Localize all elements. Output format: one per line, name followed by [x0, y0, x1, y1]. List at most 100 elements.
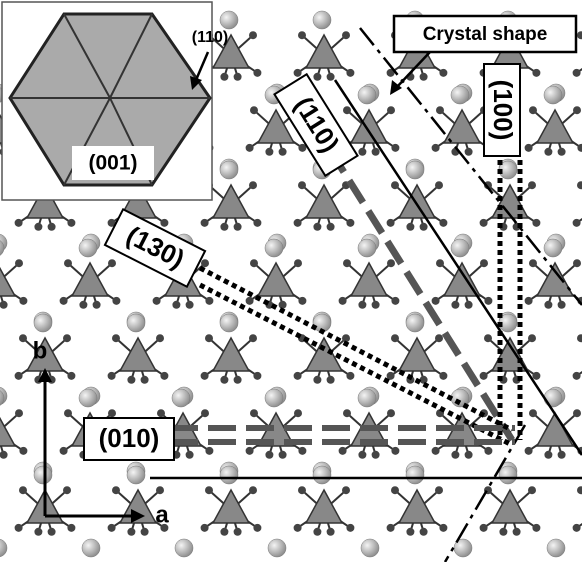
atom [406, 528, 414, 536]
atom [387, 524, 395, 532]
triangle [213, 185, 249, 218]
atom [156, 334, 164, 342]
atom [201, 259, 209, 267]
atom [577, 486, 582, 494]
atom [484, 297, 492, 305]
atom [298, 486, 306, 494]
atom [15, 524, 23, 532]
atom [141, 376, 149, 384]
atom [60, 297, 68, 305]
atom [529, 259, 537, 267]
atom [432, 447, 440, 455]
sphere [220, 466, 238, 484]
sphere [268, 539, 286, 557]
sphere [544, 389, 562, 407]
atom [573, 524, 581, 532]
atom [573, 106, 581, 114]
sphere [79, 239, 97, 257]
sphere [220, 314, 238, 332]
atom [573, 259, 581, 267]
face-100-label: (100) [488, 80, 518, 141]
atom [0, 451, 8, 459]
triangle [213, 490, 249, 523]
atom [435, 181, 443, 189]
atom [246, 144, 254, 152]
atom [372, 451, 380, 459]
sphere [358, 389, 376, 407]
atom [372, 301, 380, 309]
atom [19, 297, 27, 305]
atom [67, 219, 75, 227]
atom [112, 334, 120, 342]
sphere [0, 539, 7, 557]
atom [160, 219, 168, 227]
atom [48, 223, 56, 231]
atom [249, 486, 257, 494]
atom [234, 528, 242, 536]
atom [327, 528, 335, 536]
atom [15, 372, 23, 380]
inset: (001) (110) [2, 2, 228, 200]
atom [127, 528, 135, 536]
atom [160, 372, 168, 380]
sphere [406, 161, 424, 179]
triangle [258, 263, 294, 296]
triangle [537, 263, 573, 296]
sphere [358, 86, 376, 104]
atom [544, 148, 552, 156]
atom [372, 148, 380, 156]
atom [528, 334, 536, 342]
atom [220, 73, 228, 81]
atom [439, 69, 447, 77]
atom [253, 372, 261, 380]
atom [327, 73, 335, 81]
atom [64, 259, 72, 267]
sphere [172, 389, 190, 407]
triangle [351, 263, 387, 296]
atom [339, 297, 347, 305]
triangle [213, 338, 249, 371]
atom [432, 297, 440, 305]
atom [234, 73, 242, 81]
atom [346, 372, 354, 380]
atom [420, 376, 428, 384]
sphere [313, 11, 331, 29]
atom [342, 31, 350, 39]
atom [153, 297, 161, 305]
atom [480, 524, 488, 532]
atom [67, 524, 75, 532]
atom [528, 486, 536, 494]
sphere [220, 161, 238, 179]
atom [205, 297, 213, 305]
atom [346, 524, 354, 532]
atom [60, 447, 68, 455]
atom [108, 409, 116, 417]
atom [532, 69, 540, 77]
triangle [306, 490, 342, 523]
figure: Crystal shape (110) (100) (130) (010) b … [0, 0, 582, 562]
atom [532, 219, 540, 227]
atom [294, 69, 302, 77]
atom [532, 372, 540, 380]
atom [246, 447, 254, 455]
inset-110-label: (110) [192, 29, 228, 46]
atom [391, 144, 399, 152]
atom [249, 31, 257, 39]
atom [279, 148, 287, 156]
atom [343, 106, 351, 114]
atom [358, 451, 366, 459]
atom [432, 144, 440, 152]
atom [391, 334, 399, 342]
triangle [537, 110, 573, 143]
sphere [313, 466, 331, 484]
atom [201, 524, 209, 532]
atom [391, 181, 399, 189]
atom [465, 451, 473, 459]
atom [313, 223, 321, 231]
atom [573, 219, 581, 227]
atom [156, 486, 164, 494]
atom [435, 334, 443, 342]
atom [112, 486, 120, 494]
atom [529, 106, 537, 114]
atom [327, 223, 335, 231]
